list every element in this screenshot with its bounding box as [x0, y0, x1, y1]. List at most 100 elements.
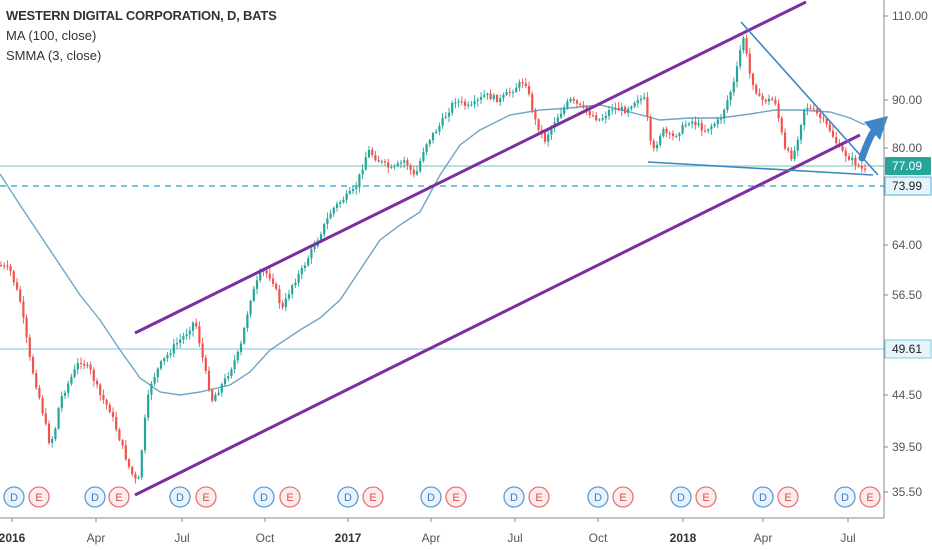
candle-body	[646, 97, 649, 117]
earnings-marker[interactable]	[445, 486, 467, 508]
candle-body	[153, 377, 156, 384]
candle-body	[559, 113, 563, 118]
earnings-marker-label: E	[202, 492, 209, 504]
candle-body	[620, 107, 623, 111]
price-tick-label: 90.00	[892, 93, 922, 107]
candle-body	[521, 82, 524, 84]
earnings-marker[interactable]	[362, 486, 384, 508]
candle-body	[284, 298, 287, 308]
candle-body	[639, 98, 643, 101]
candle-body	[79, 363, 83, 365]
candle-body	[623, 107, 627, 113]
earnings-marker[interactable]	[859, 486, 881, 508]
candle-body	[803, 109, 806, 126]
chart-legend: WESTERN DIGITAL CORPORATION, D, BATS MA …	[6, 6, 277, 66]
time-tick-label: Apr	[754, 531, 773, 545]
candle-body	[387, 162, 390, 168]
candle-body	[159, 361, 163, 369]
candle-body	[582, 104, 585, 107]
candle-body	[854, 157, 857, 166]
candle-body	[326, 218, 329, 225]
dividend-marker[interactable]	[752, 486, 774, 508]
time-tick-label: Apr	[87, 531, 106, 545]
dividend-marker[interactable]	[670, 486, 692, 508]
candle-body	[543, 132, 547, 142]
dividend-marker[interactable]	[337, 486, 359, 508]
earnings-marker[interactable]	[777, 486, 799, 508]
candle-body	[105, 399, 108, 405]
current-price-badge-bg	[885, 157, 931, 176]
candle-body	[473, 101, 476, 105]
dividend-marker[interactable]	[834, 486, 856, 508]
earnings-marker[interactable]	[195, 486, 217, 508]
dividend-marker[interactable]	[420, 486, 442, 508]
candle-body	[377, 160, 380, 162]
dividend-marker[interactable]	[169, 486, 191, 508]
candle-body	[707, 129, 710, 132]
earnings-marker[interactable]	[612, 486, 634, 508]
candle-body	[515, 87, 518, 92]
candle-body	[563, 107, 566, 114]
earnings-marker[interactable]	[108, 486, 130, 508]
candlesticks	[0, 34, 867, 484]
candle-body	[495, 95, 499, 102]
dividend-marker-label: D	[427, 492, 435, 504]
dividend-marker[interactable]	[503, 486, 525, 508]
price-axis[interactable]: 110.00 90.00 80.00 64.00 56.50 44.50 39.50 35.5…	[883, 0, 932, 518]
candle-body	[332, 207, 335, 214]
dividend-marker-label: D	[176, 492, 184, 504]
candle-body	[729, 92, 732, 101]
candle-body	[319, 234, 323, 241]
candle-body	[483, 95, 486, 97]
earnings-marker[interactable]	[279, 486, 301, 508]
moving-average	[0, 104, 866, 396]
candle-body	[303, 265, 307, 269]
candle-body	[281, 303, 284, 308]
candle-body	[28, 337, 31, 357]
candle-body	[271, 278, 275, 284]
candle-body	[435, 131, 438, 134]
dividend-marker[interactable]	[3, 486, 25, 508]
candle-body	[511, 91, 515, 93]
earnings-marker[interactable]	[28, 486, 50, 508]
candle-body	[383, 161, 387, 163]
candle-body	[239, 343, 243, 352]
dividend-marker-label: D	[594, 492, 602, 504]
earnings-marker[interactable]	[528, 486, 550, 508]
candle-body	[182, 336, 185, 340]
earnings-marker-label: E	[619, 492, 626, 504]
candle-body	[550, 127, 553, 135]
candle-body	[835, 136, 838, 144]
candle-body	[783, 132, 787, 149]
candle-body	[108, 404, 111, 413]
ma-line	[0, 104, 866, 396]
dividend-marker[interactable]	[253, 486, 275, 508]
candle-body	[406, 160, 409, 166]
candle-body	[716, 119, 719, 125]
candle-body	[463, 101, 467, 106]
candle-body	[758, 93, 761, 96]
candle-body	[572, 98, 575, 101]
candle-body	[822, 117, 825, 119]
candle-body	[265, 270, 268, 274]
dividend-marker[interactable]	[84, 486, 106, 508]
candle-body	[671, 133, 675, 137]
candle-body	[47, 423, 51, 443]
price-tick-label: 39.50	[892, 440, 922, 454]
candle-body	[147, 394, 150, 418]
wedge-line-upper	[740, 21, 879, 176]
candle-body	[627, 108, 630, 113]
candle-body	[595, 115, 598, 120]
candle-body	[764, 99, 767, 102]
earnings-marker[interactable]	[695, 486, 717, 508]
time-axis[interactable]: 2016 Apr Jul Oct 2017 Apr Jul Oct 2018 Apr Jul	[0, 517, 884, 545]
candle-body	[278, 288, 281, 304]
candle-body	[787, 148, 790, 151]
candle-body	[342, 199, 345, 203]
candle-body	[697, 123, 700, 126]
candle-body	[6, 265, 9, 267]
candle-body	[57, 408, 60, 429]
dividend-marker[interactable]	[587, 486, 609, 508]
